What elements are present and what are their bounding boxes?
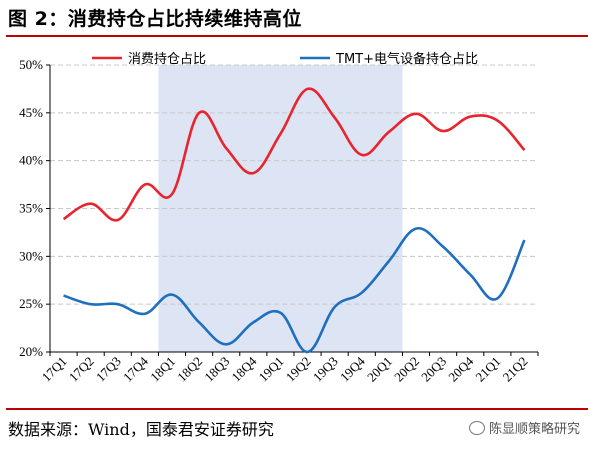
title-divider	[6, 35, 588, 37]
x-tick-label: 20Q2	[391, 354, 422, 385]
x-tick-label: 21Q2	[500, 354, 531, 385]
footer-divider	[6, 408, 588, 410]
x-tick-label: 18Q3	[201, 354, 232, 385]
x-tick-label: 19Q2	[283, 354, 314, 385]
y-tick-label: 40%	[19, 153, 43, 168]
x-tick-label: 18Q4	[228, 353, 259, 384]
y-tick-label: 45%	[19, 105, 43, 120]
y-tick-label: 20%	[19, 344, 43, 359]
x-tick-label: 17Q4	[120, 353, 151, 384]
y-tick-label: 25%	[19, 296, 43, 311]
wechat-icon	[468, 420, 485, 435]
y-tick-label: 50%	[19, 57, 43, 72]
x-tick-label: 19Q4	[337, 353, 368, 384]
y-tick-label: 35%	[19, 201, 43, 216]
x-tick-label: 17Q3	[93, 354, 124, 385]
series-line-1	[62, 87, 526, 222]
x-tick-label: 17Q1	[39, 354, 70, 385]
watermark: 陈显顺策略研究	[468, 418, 580, 437]
x-tick-label: 19Q3	[310, 354, 341, 385]
x-tick-label: 21Q1	[472, 354, 503, 385]
x-tick-label: 20Q3	[418, 354, 449, 385]
series-line-2	[63, 226, 526, 354]
watermark-text: 陈显顺策略研究	[488, 422, 580, 437]
x-tick-label: 18Q2	[174, 354, 205, 385]
x-tick-label: 19Q1	[256, 354, 287, 385]
x-tick-label: 20Q4	[445, 353, 476, 384]
legend-label-1: 消费持仓占比	[128, 52, 206, 67]
line-chart: 20%25%30%35%40%45%50%17Q117Q217Q317Q418Q…	[19, 51, 539, 385]
x-tick-label: 18Q1	[147, 354, 178, 385]
x-tick-label: 17Q2	[66, 354, 97, 385]
legend-label-2: TMT+电气设备持仓占比	[335, 51, 478, 67]
x-tick-label: 20Q1	[364, 354, 395, 385]
chart-title: 图 2：消费持仓占比持续维持高位	[8, 8, 302, 30]
y-tick-label: 30%	[19, 248, 43, 263]
source-note: 数据来源：Wind，国泰君安证券研究	[8, 420, 274, 439]
